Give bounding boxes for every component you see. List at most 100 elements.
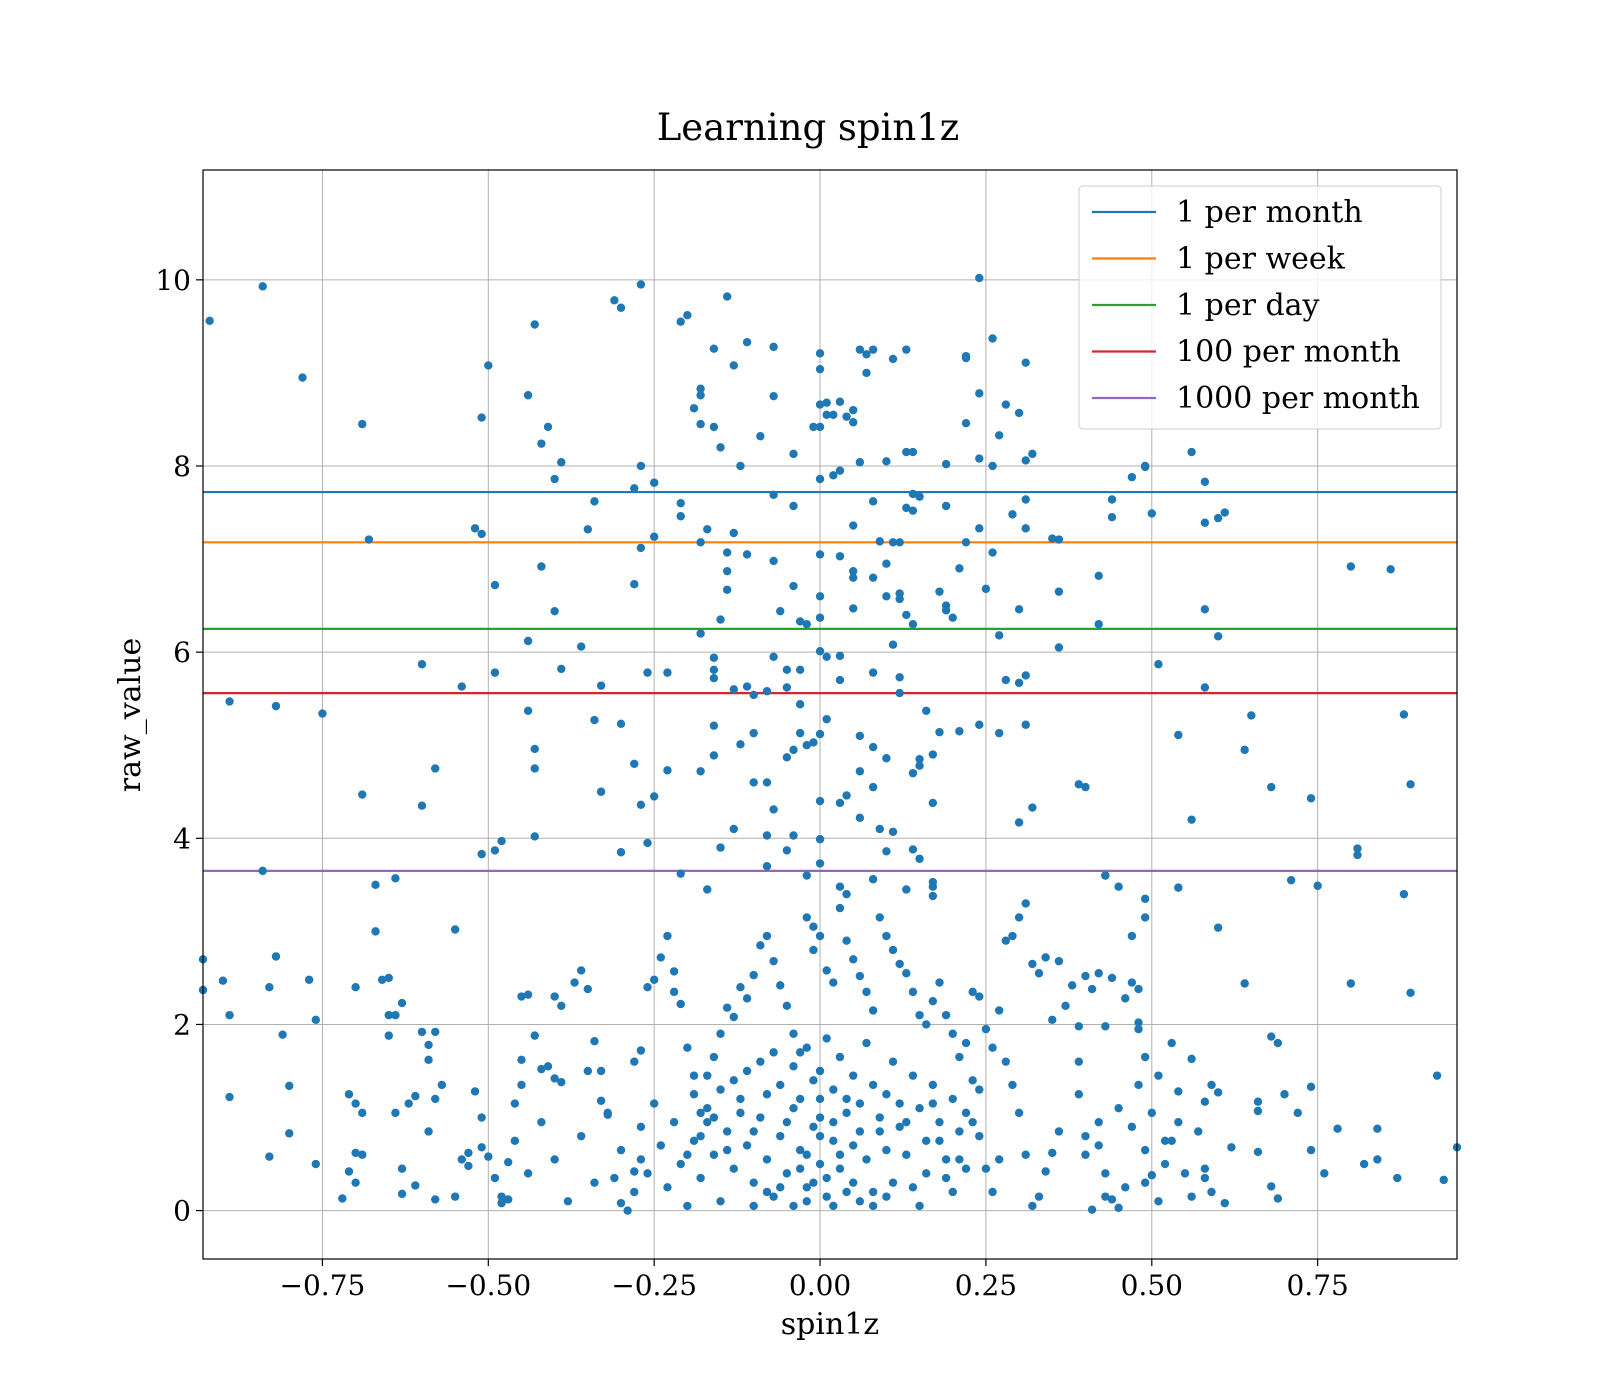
data-point — [782, 1001, 792, 1011]
data-point — [1200, 683, 1210, 692]
data-point — [795, 617, 805, 626]
data-point — [822, 398, 831, 407]
data-point — [424, 1040, 433, 1050]
data-point — [908, 768, 918, 778]
data-point — [344, 1090, 354, 1099]
data-point — [716, 1085, 725, 1094]
data-point — [809, 922, 818, 931]
data-point — [583, 525, 593, 534]
data-point — [815, 474, 825, 484]
data-point — [1406, 988, 1415, 997]
data-point — [351, 1178, 360, 1187]
data-point — [358, 790, 367, 799]
data-point — [1021, 899, 1030, 908]
data-point — [769, 805, 778, 814]
data-point — [815, 364, 825, 374]
data-point — [530, 832, 539, 841]
data-point — [477, 849, 486, 859]
data-point — [789, 1201, 798, 1211]
data-point — [922, 1136, 931, 1145]
data-point — [1014, 678, 1024, 688]
data-point — [636, 543, 646, 553]
data-point — [709, 751, 719, 760]
data-point — [709, 665, 719, 675]
data-point — [1127, 1122, 1137, 1132]
data-point — [1101, 1192, 1110, 1201]
data-point — [888, 1178, 898, 1187]
data-point — [709, 653, 719, 662]
data-point — [829, 1201, 838, 1211]
data-point — [729, 824, 738, 834]
data-point — [749, 690, 758, 700]
data-point — [1041, 1167, 1050, 1176]
data-point — [703, 1104, 712, 1113]
data-point — [424, 1055, 433, 1065]
data-point — [384, 973, 393, 983]
data-point — [935, 978, 944, 987]
data-point — [1061, 1001, 1070, 1011]
data-point — [948, 1187, 957, 1197]
data-point — [1313, 881, 1322, 890]
data-point — [318, 709, 327, 718]
data-point — [1200, 1097, 1210, 1106]
data-point — [431, 1027, 440, 1037]
y-tick-label: 6 — [173, 636, 191, 669]
data-point — [1001, 400, 1011, 409]
data-point — [583, 984, 593, 994]
data-point — [908, 1071, 918, 1080]
data-point — [915, 754, 924, 764]
data-point — [1094, 969, 1103, 978]
data-point — [882, 1145, 891, 1155]
data-point — [497, 836, 506, 846]
data-point — [742, 682, 752, 691]
data-point — [1021, 358, 1030, 367]
data-point — [1048, 1148, 1057, 1158]
data-point — [643, 983, 652, 992]
data-point — [205, 316, 214, 325]
data-point — [417, 801, 427, 810]
data-point — [417, 660, 427, 669]
data-point — [1054, 587, 1064, 596]
data-point — [769, 490, 778, 500]
data-point — [908, 1183, 918, 1192]
data-point — [1094, 571, 1103, 581]
data-point — [358, 1108, 367, 1118]
data-point — [1107, 495, 1117, 504]
data-point — [1393, 1173, 1402, 1183]
data-point — [915, 1104, 924, 1113]
data-point — [557, 458, 566, 467]
data-point — [1008, 931, 1017, 941]
data-point — [1074, 1090, 1084, 1099]
data-point — [988, 1043, 997, 1052]
data-point — [1160, 1159, 1170, 1169]
data-point — [815, 1094, 825, 1104]
data-point — [1081, 1131, 1090, 1141]
data-point — [782, 1169, 792, 1178]
data-point — [1359, 1159, 1369, 1169]
data-point — [961, 1108, 971, 1118]
data-point — [955, 1127, 964, 1136]
data-point — [477, 413, 486, 422]
data-point — [1094, 620, 1103, 629]
data-point — [795, 1145, 805, 1155]
data-point — [1014, 913, 1024, 922]
data-point — [696, 1108, 705, 1118]
data-point — [835, 552, 845, 561]
data-point — [510, 1136, 520, 1145]
x-tick-label: 0.50 — [1121, 1269, 1183, 1302]
data-point — [1154, 1197, 1163, 1206]
legend-label: 100 per month — [1176, 335, 1401, 370]
data-point — [729, 528, 738, 538]
data-point — [689, 1136, 699, 1145]
data-point — [391, 874, 400, 883]
data-point — [975, 1131, 984, 1141]
data-point — [1267, 782, 1276, 792]
data-point — [537, 1064, 546, 1074]
data-point — [888, 354, 898, 364]
data-point — [258, 866, 267, 876]
data-point — [835, 1052, 845, 1062]
data-point — [636, 461, 646, 471]
data-point — [1014, 1108, 1024, 1118]
data-point — [862, 350, 871, 359]
data-point — [271, 952, 281, 961]
